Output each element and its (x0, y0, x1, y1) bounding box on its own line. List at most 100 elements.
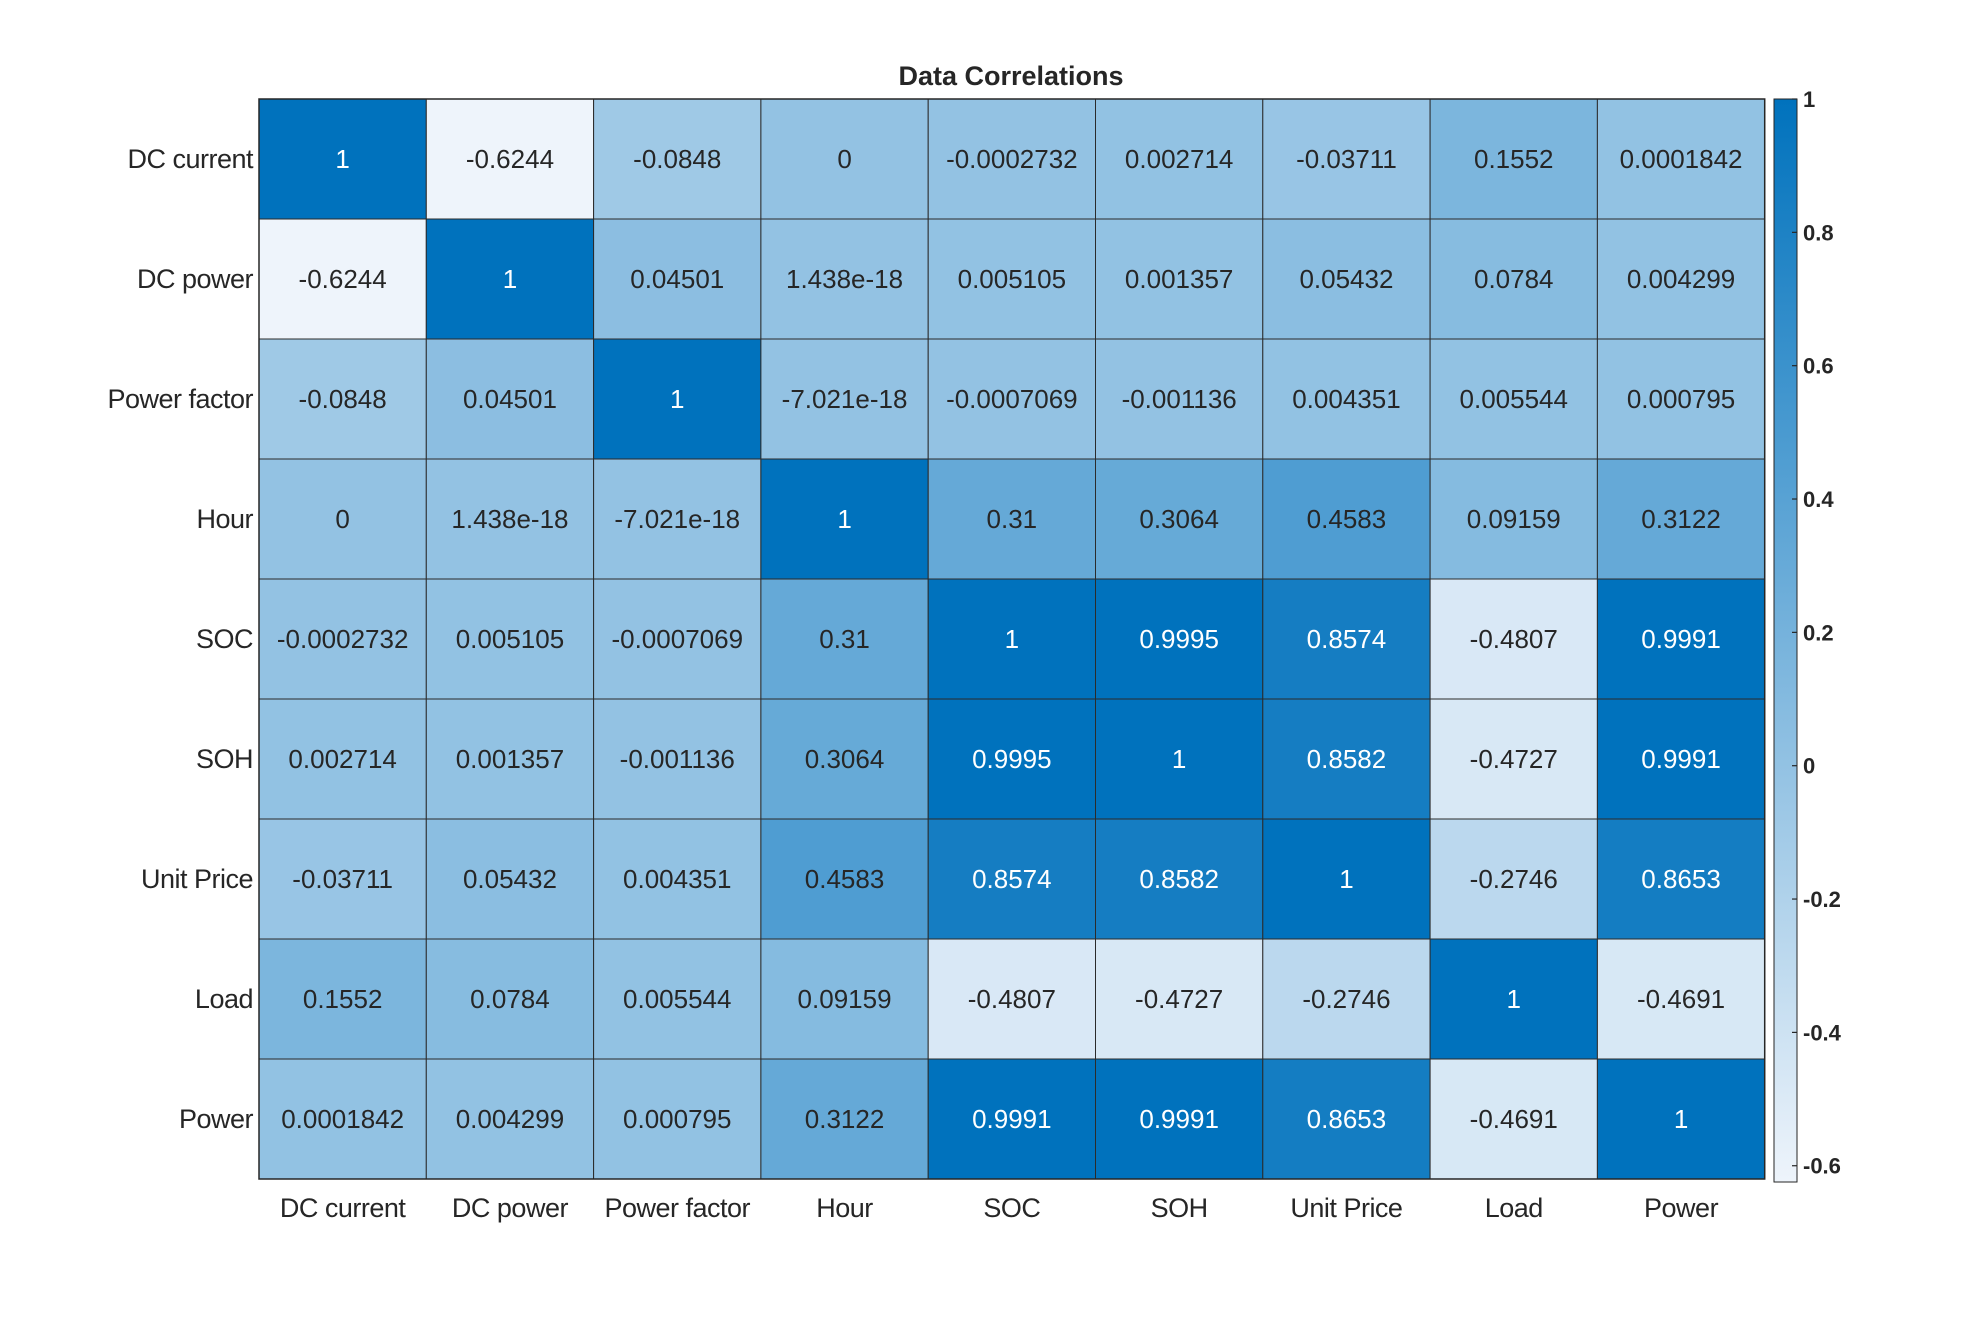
heatmap-cell-label: 0.004351 (1292, 384, 1400, 414)
heatmap-cell (760, 98, 929, 220)
heatmap-cell-label: -0.6244 (466, 144, 554, 174)
heatmap-cell-label: 0.9991 (1139, 1104, 1219, 1134)
heatmap-cell-label: 0.4583 (1307, 504, 1387, 534)
heatmap-cell-label: -0.0002732 (277, 624, 409, 654)
heatmap-cell (425, 698, 595, 820)
heatmap-cell-label: -0.0007069 (946, 384, 1078, 414)
heatmap-cell (927, 938, 1097, 1060)
heatmap-cells (258, 98, 1766, 1180)
row-label: Unit Price (141, 864, 253, 894)
colorbar-tick-label: 0.6 (1803, 354, 1834, 379)
heatmap-cell-label: -0.2746 (1302, 984, 1390, 1014)
heatmap-cell (258, 1058, 427, 1180)
heatmap-cell-label: 1 (1674, 1104, 1688, 1134)
heatmap-cell (927, 818, 1097, 940)
heatmap-cell-label: 0.3122 (805, 1104, 885, 1134)
heatmap-cell-label: 0.05432 (463, 864, 557, 894)
heatmap-cell-label: -0.0848 (299, 384, 387, 414)
heatmap-cell (1429, 458, 1598, 580)
row-label: DC current (127, 144, 254, 174)
heatmap-cell (593, 338, 762, 460)
heatmap-cell (927, 698, 1097, 820)
heatmap-cell-label: 0.9995 (972, 744, 1052, 774)
heatmap-cell-label: 0.04501 (463, 384, 557, 414)
heatmap-cell (258, 818, 427, 940)
colorbar-gradient (1773, 98, 1798, 1183)
colorbar-tick-label: 1 (1803, 87, 1815, 112)
heatmap-cell (425, 818, 595, 940)
heatmap-cell (1596, 338, 1766, 460)
heatmap-cell-label: -0.0848 (633, 144, 721, 174)
heatmap-cell (1596, 698, 1766, 820)
heatmap-cell-labels: 1 -0.6244 -0.0848 0 -0.0002732 0.002714 -0.037… (277, 144, 1743, 1134)
colorbar-tick-label: -0.4 (1803, 1020, 1842, 1045)
heatmap-cell-label: 1 (1507, 984, 1521, 1014)
heatmap-cell (1262, 818, 1431, 940)
row-label: Hour (196, 504, 253, 534)
heatmap-cell (593, 698, 762, 820)
heatmap-cell-label: 0 (335, 504, 349, 534)
heatmap-cell-label: 0.8582 (1139, 864, 1219, 894)
heatmap-cell (425, 578, 595, 700)
heatmap-cell-label: 0.0001842 (1620, 144, 1743, 174)
heatmap-cell (1596, 938, 1766, 1060)
heatmap-cell-label: 1 (1339, 864, 1353, 894)
heatmap-cell (258, 218, 427, 340)
heatmap-cell (1429, 938, 1598, 1060)
row-label: Power factor (107, 384, 253, 414)
heatmap-cell-label: 0.3064 (805, 744, 885, 774)
heatmap-cell (425, 98, 595, 220)
heatmap-cell (425, 458, 595, 580)
column-label: Hour (816, 1193, 873, 1223)
heatmap-cell (760, 458, 929, 580)
colorbar-tick-label: -0.6 (1803, 1154, 1841, 1179)
heatmap-cell (425, 338, 595, 460)
heatmap-cell (1095, 98, 1264, 220)
heatmap-cell (593, 938, 762, 1060)
column-labels: DC current DC power Power factor Hour SOC SOH… (280, 1193, 1719, 1223)
heatmap-cell-label: 0.8653 (1641, 864, 1721, 894)
chart-title: Data Correlations (898, 61, 1123, 91)
heatmap-cell (1429, 698, 1598, 820)
heatmap-cell-label: 0.04501 (630, 264, 724, 294)
heatmap-cell-label: -0.0007069 (611, 624, 743, 654)
colorbar-tick-label: 0.2 (1803, 620, 1834, 645)
heatmap-cell-label: 0.005105 (456, 624, 564, 654)
colorbar-tick-label: 0 (1803, 754, 1815, 779)
heatmap-cell (1596, 458, 1766, 580)
heatmap-cell-label: 0.002714 (288, 744, 396, 774)
heatmap-cell (1262, 458, 1431, 580)
heatmap-cell (927, 1058, 1097, 1180)
heatmap-cell-label: 0.09159 (798, 984, 892, 1014)
heatmap-cell-label: -0.001136 (1122, 384, 1237, 414)
colorbar: -0.6 -0.4 -0.2 0 0.2 0.4 0.6 0.8 1 (1773, 87, 1842, 1183)
heatmap-cell-label: -0.0002732 (946, 144, 1078, 174)
heatmap-cell (1095, 1058, 1264, 1180)
heatmap-cell (1095, 578, 1264, 700)
heatmap-cell (1262, 218, 1431, 340)
heatmap-cell-label: 0.31 (819, 624, 870, 654)
heatmap-cell (1095, 698, 1264, 820)
heatmap-cell (1596, 578, 1766, 700)
heatmap-cell (1596, 1058, 1766, 1180)
heatmap-cell (1095, 218, 1264, 340)
heatmap-cell-label: -0.03711 (1296, 144, 1397, 174)
heatmap-cell (760, 218, 929, 340)
heatmap-cell-label: 0.8582 (1307, 744, 1387, 774)
heatmap-cell-label: -0.4807 (1470, 624, 1558, 654)
column-label: DC power (452, 1193, 569, 1223)
colorbar-tick-label: -0.2 (1803, 887, 1841, 912)
heatmap-cell (760, 578, 929, 700)
column-label: Unit Price (1290, 1193, 1402, 1223)
heatmap-cell-label: 0.9991 (972, 1104, 1052, 1134)
heatmap-cell-label: 1 (1172, 744, 1186, 774)
heatmap-cell (258, 98, 427, 220)
heatmap-cell-label: 0.0784 (470, 984, 550, 1014)
heatmap-cell (1596, 218, 1766, 340)
heatmap-cell (927, 98, 1097, 220)
heatmap-cell-label: 0.1552 (303, 984, 383, 1014)
heatmap-cell (1429, 218, 1598, 340)
heatmap-cell-label: -0.03711 (292, 864, 393, 894)
